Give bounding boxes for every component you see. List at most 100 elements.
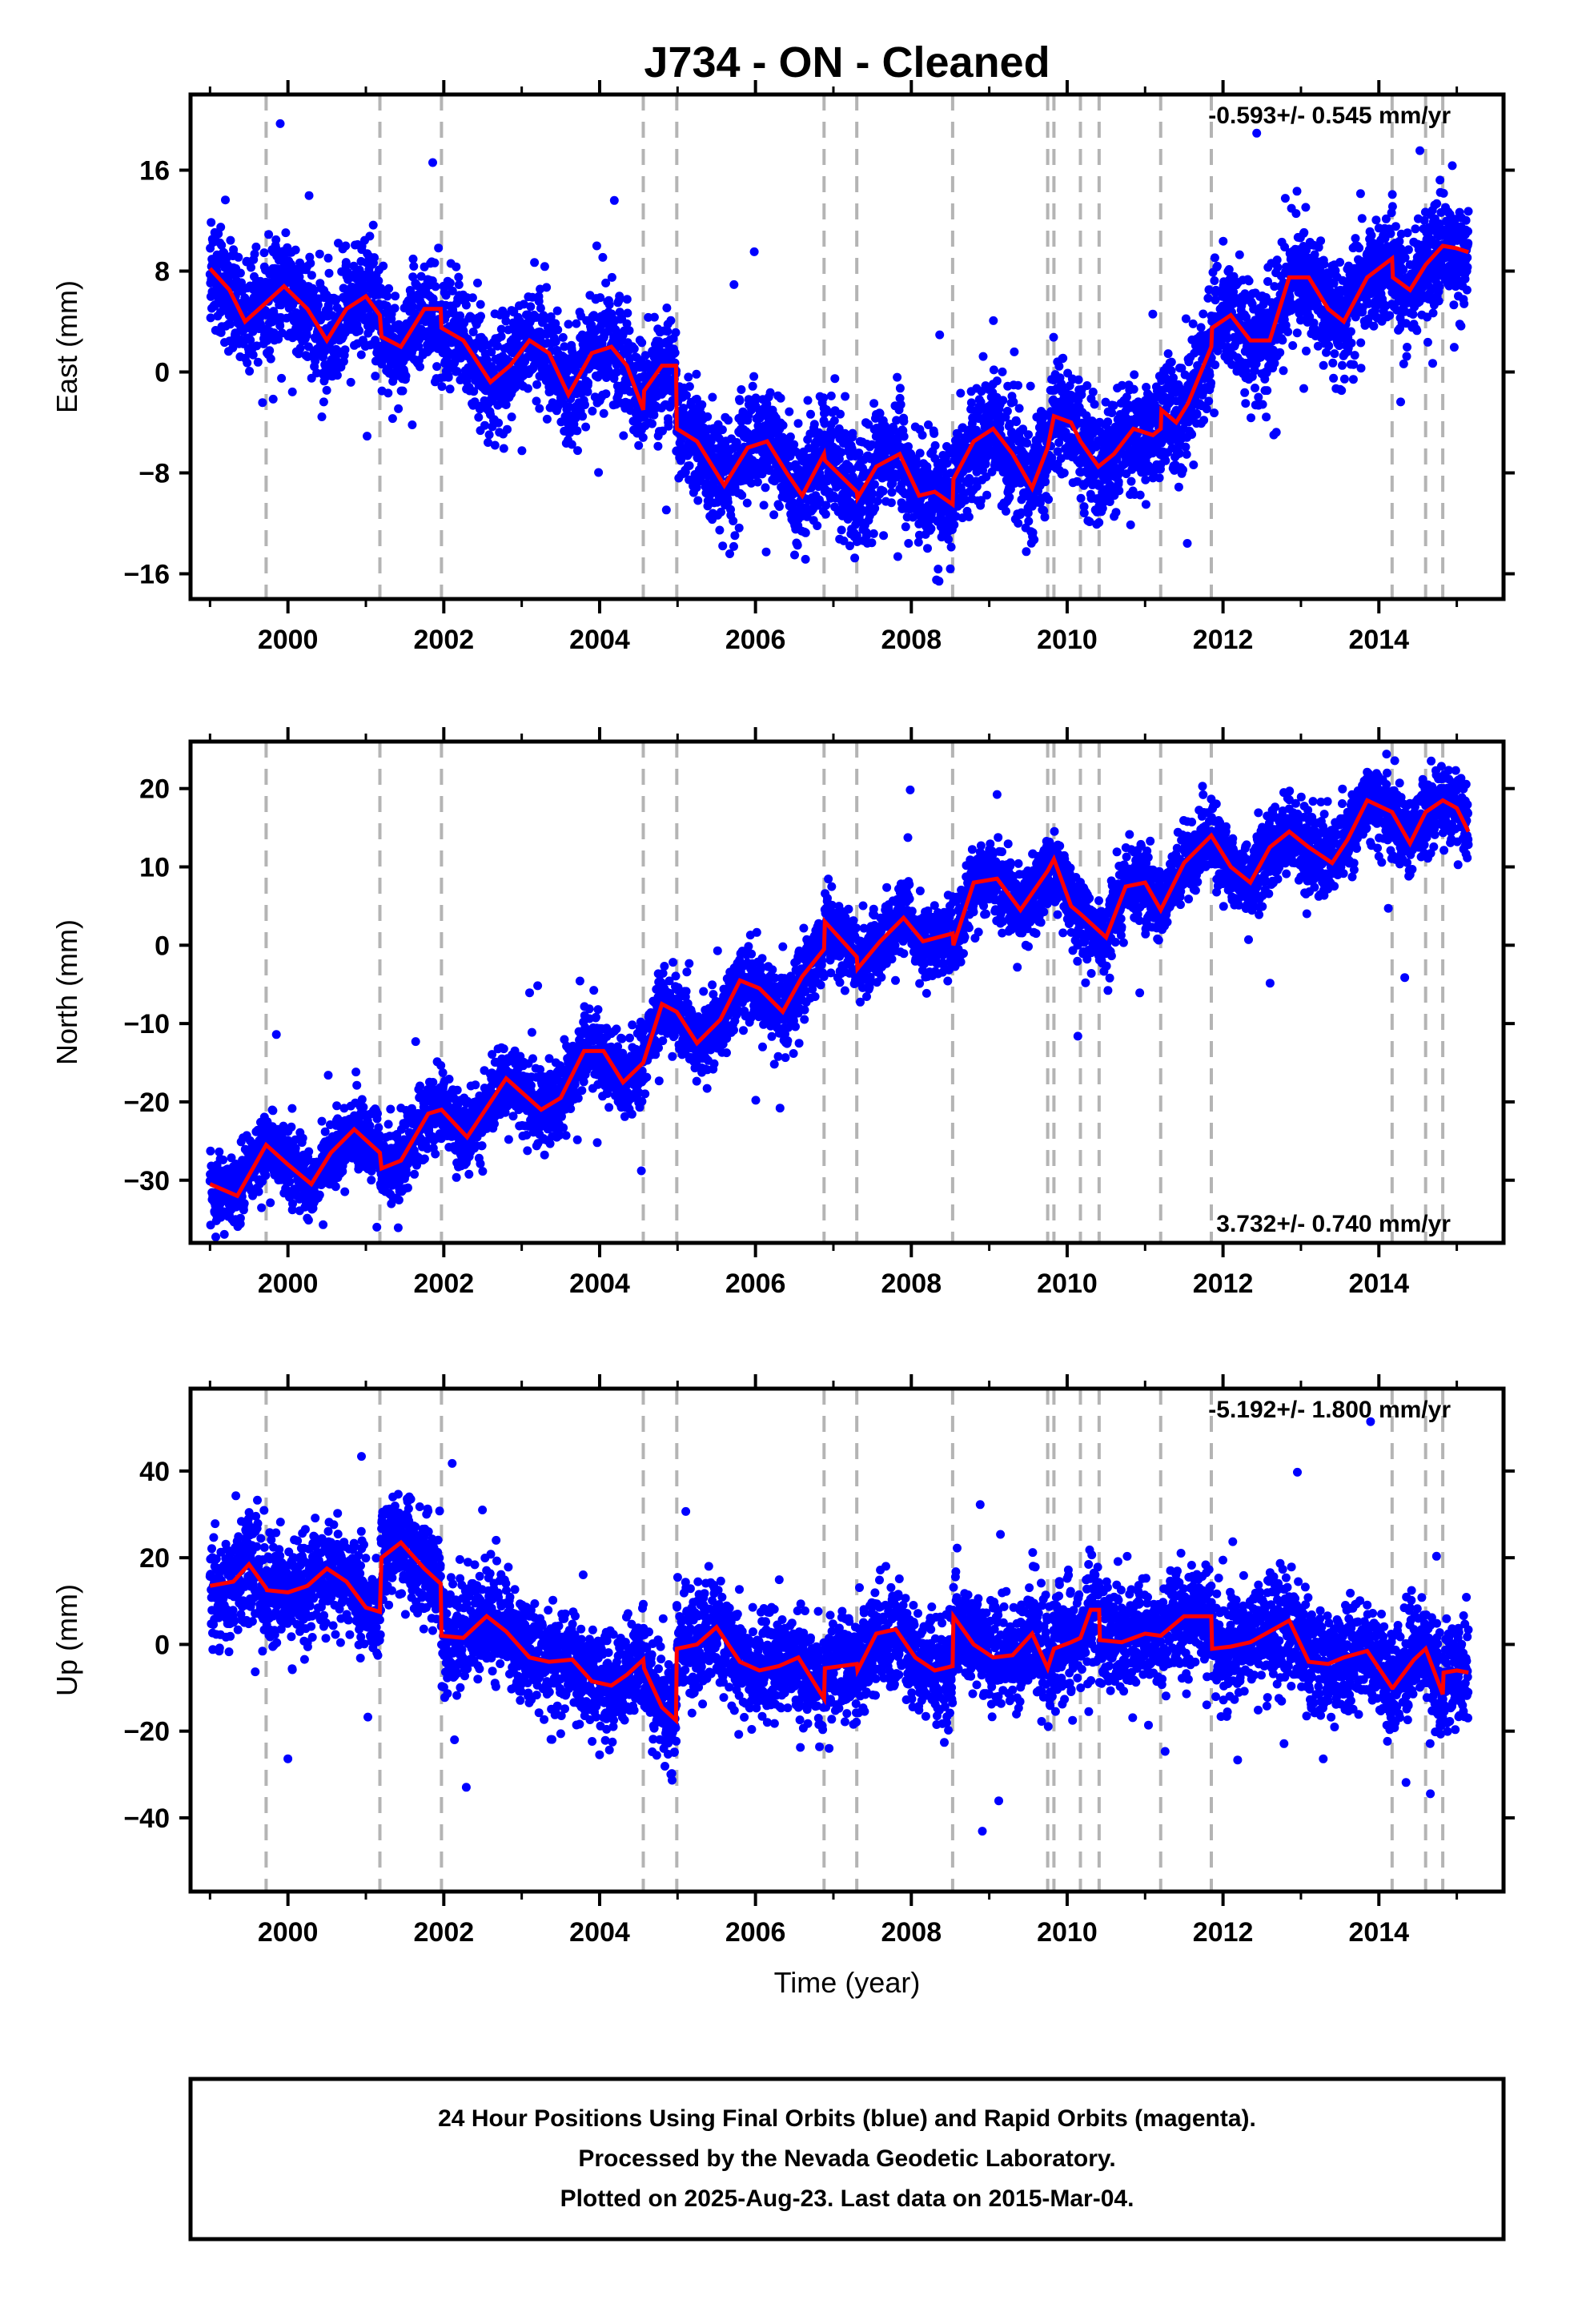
data-point (841, 392, 850, 401)
data-point (775, 502, 784, 511)
data-point (869, 480, 879, 489)
data-point (946, 542, 956, 552)
data-point (1058, 353, 1068, 363)
data-point (978, 352, 988, 361)
data-point (998, 367, 1007, 376)
data-points (205, 119, 1473, 586)
data-point (1022, 547, 1031, 557)
data-point (437, 382, 447, 392)
data-point (1258, 400, 1267, 409)
data-point (445, 278, 455, 287)
data-point (893, 552, 902, 561)
data-point (408, 420, 417, 429)
data-point (1148, 309, 1158, 319)
data-point (730, 531, 740, 541)
data-point (609, 195, 619, 205)
data-point (306, 259, 315, 268)
data-point (1247, 413, 1255, 423)
data-point (737, 491, 747, 500)
data-point (599, 408, 608, 418)
data-point (904, 539, 913, 548)
data-point (793, 419, 803, 428)
data-point (917, 430, 927, 440)
data-point (226, 320, 235, 329)
data-point (499, 444, 508, 453)
data-point (1103, 417, 1113, 427)
data-point (662, 304, 672, 312)
data-point (748, 381, 757, 391)
data-point (598, 252, 608, 262)
data-point (320, 347, 330, 356)
data-point (1210, 408, 1219, 418)
data-point (1126, 520, 1135, 529)
data-point (1181, 442, 1191, 452)
data-point (1024, 517, 1034, 526)
data-point (253, 357, 263, 367)
data-point (542, 414, 552, 424)
data-point (729, 541, 738, 551)
data-point (1014, 404, 1024, 413)
data-point (923, 544, 932, 553)
data-point (398, 386, 408, 396)
data-point (394, 404, 404, 413)
data-point (572, 319, 581, 328)
data-point (271, 235, 281, 244)
data-point (729, 279, 739, 289)
data-point (1196, 323, 1206, 332)
data-point (666, 316, 676, 325)
data-point (356, 350, 366, 360)
data-point (340, 345, 350, 355)
data-point (685, 461, 694, 470)
data-point (1141, 500, 1150, 509)
data-point (899, 416, 909, 426)
data-point (830, 374, 840, 384)
chart-title: J734 - ON - Cleaned (644, 38, 1050, 86)
data-point (322, 385, 331, 395)
data-point (245, 367, 255, 376)
data-point (934, 577, 944, 586)
data-point (277, 373, 287, 383)
data-point (494, 418, 504, 428)
data-point (383, 292, 392, 301)
data-point (1082, 381, 1092, 390)
data-point (295, 272, 304, 282)
data-point (594, 468, 604, 477)
data-point (1111, 508, 1121, 517)
data-point (806, 409, 815, 419)
data-point (895, 384, 905, 393)
data-point (934, 565, 943, 574)
data-point (1079, 509, 1089, 518)
data-point (1114, 477, 1123, 487)
data-point (409, 262, 419, 271)
data-point (243, 358, 252, 368)
data-point (416, 362, 424, 372)
data-point (246, 336, 255, 345)
data-point (473, 278, 482, 287)
data-point (1040, 513, 1050, 522)
data-point (307, 271, 316, 280)
data-point (670, 348, 680, 357)
data-point (1114, 486, 1124, 496)
data-point (1178, 465, 1187, 475)
data-point (315, 249, 324, 259)
data-point (214, 229, 223, 239)
data-point (1192, 410, 1202, 419)
data-point (573, 446, 582, 456)
data-point (930, 440, 940, 450)
data-point (732, 438, 741, 447)
data-point (295, 344, 305, 353)
data-point (371, 372, 380, 381)
data-point (901, 522, 910, 532)
data-point (887, 488, 897, 497)
data-point (474, 412, 484, 422)
data-point (281, 228, 291, 238)
data-point (1244, 276, 1254, 286)
data-point (302, 331, 311, 340)
data-point (445, 384, 455, 394)
data-point (552, 306, 562, 316)
data-point (992, 376, 1002, 386)
data-point (558, 332, 568, 342)
data-point (729, 517, 738, 525)
